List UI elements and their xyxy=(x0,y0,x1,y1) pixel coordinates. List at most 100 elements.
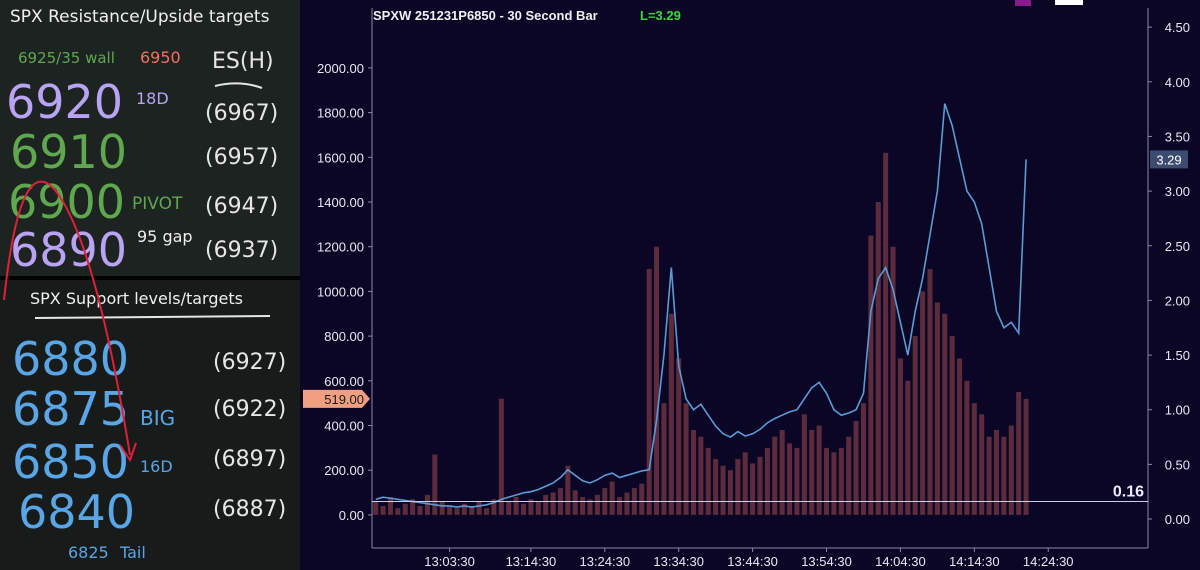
resistance-board xyxy=(0,0,300,276)
volume-bar xyxy=(772,436,778,515)
level-note: 95 gap xyxy=(137,227,193,246)
volume-bar xyxy=(1016,391,1022,515)
y2-tick-label: 0.00 xyxy=(1165,512,1190,527)
volume-bar xyxy=(550,492,556,515)
wall-high: 6950 xyxy=(140,48,181,67)
level: 6920 xyxy=(6,75,123,129)
volume-bar xyxy=(942,313,948,515)
chart-area xyxy=(300,0,1200,570)
y2-tick-label: 2.50 xyxy=(1165,239,1190,254)
toolbar-swatch xyxy=(1055,0,1083,5)
y2-tick-label: 4.50 xyxy=(1165,20,1190,35)
volume-bar xyxy=(661,403,667,515)
volume-bar xyxy=(757,456,763,515)
volume-bar xyxy=(883,152,889,515)
volume-bar xyxy=(424,494,430,515)
volume-bar xyxy=(824,447,830,515)
x-tick-label: 13:14:30 xyxy=(506,554,557,569)
volume-bar xyxy=(609,481,615,515)
panel-title: SPX Resistance/Upside targets xyxy=(10,7,270,27)
y2-tick-label: 1.00 xyxy=(1165,403,1190,418)
arrow xyxy=(3,180,131,456)
volume-bar xyxy=(469,505,475,515)
y-tick-label: 600.00 xyxy=(324,374,364,389)
volume-bar xyxy=(934,302,940,515)
support-board xyxy=(0,280,300,570)
es-level: (6897) xyxy=(213,447,286,472)
volume-bar xyxy=(690,429,696,515)
volume-bar xyxy=(580,497,586,515)
volume-bar xyxy=(713,459,719,515)
volume-bar xyxy=(491,499,497,515)
volume-bar xyxy=(787,443,793,515)
y-tick-label: 800.00 xyxy=(324,329,364,344)
volume-bar xyxy=(868,235,874,515)
level: 6875 xyxy=(12,382,129,436)
y-tick-label: 200.00 xyxy=(324,463,364,478)
volume-bar xyxy=(727,470,733,515)
wall-note: 6925/35 wall xyxy=(18,49,115,67)
volume-marker-label: 519.00 xyxy=(324,392,364,407)
y2-tick-label: 0.50 xyxy=(1165,457,1190,472)
last-label: L=3.29 xyxy=(640,8,681,23)
volume-bar xyxy=(831,452,837,515)
volume-bar xyxy=(750,463,756,515)
volume-bar xyxy=(1001,436,1007,515)
volume-bar xyxy=(764,447,770,515)
volume-bar xyxy=(668,313,674,515)
volume-bar xyxy=(816,425,822,515)
es-level: (6922) xyxy=(213,397,286,422)
es-level: (6967) xyxy=(205,101,278,126)
volume-bar xyxy=(860,403,866,515)
volume-bar xyxy=(920,291,926,515)
volume-bar xyxy=(373,501,379,515)
volume-bar xyxy=(476,501,482,515)
volume-bar xyxy=(506,501,512,515)
y2-tick-label: 2.00 xyxy=(1165,293,1190,308)
price-marker-label: 3.29 xyxy=(1156,152,1181,167)
x-tick-label: 14:24:30 xyxy=(1023,554,1074,569)
footer-level: 6825 xyxy=(68,543,109,562)
x-tick-label: 13:44:30 xyxy=(727,554,778,569)
es-level: (6937) xyxy=(205,238,278,263)
volume-bar xyxy=(439,501,445,515)
underline xyxy=(34,315,271,319)
arrow-head xyxy=(119,442,137,463)
y-tick-label: 1400.00 xyxy=(317,195,364,210)
volume-bar xyxy=(639,483,645,515)
volume-bar xyxy=(572,490,578,515)
volume-bar xyxy=(528,499,534,515)
panel-title: SPX Support levels/targets xyxy=(30,289,243,308)
footer-note: Tail xyxy=(119,543,146,562)
x-tick-label: 13:54:30 xyxy=(801,554,852,569)
volume-bar xyxy=(853,421,859,515)
y2-tick-label: 1.50 xyxy=(1165,348,1190,363)
resistance-panel: SPX Resistance/Upside targets 6925/35 wa… xyxy=(6,7,278,277)
level-note: BIG xyxy=(140,406,175,430)
volume-bar xyxy=(801,414,807,515)
volume-bar xyxy=(402,503,408,515)
volume-bar xyxy=(971,403,977,515)
underline xyxy=(214,82,263,89)
volume-bar xyxy=(454,508,460,515)
volume-bar xyxy=(949,336,955,515)
chart-title: SPXW 251231P6850 - 30 Second Bar xyxy=(373,8,598,23)
volume-bar xyxy=(979,414,985,515)
es-level: (6927) xyxy=(213,350,286,375)
volume-bar xyxy=(905,380,911,515)
volume-bar xyxy=(890,246,896,515)
volume-bar xyxy=(395,508,401,515)
y-tick-label: 1000.00 xyxy=(317,284,364,299)
volume-bar xyxy=(964,380,970,515)
volume-bar xyxy=(957,358,963,515)
volume-bar xyxy=(986,436,992,515)
volume-bar xyxy=(993,429,999,515)
price-line xyxy=(375,103,1027,508)
volume-bar xyxy=(912,336,918,515)
volume-bar xyxy=(654,246,660,515)
volume-bar xyxy=(447,505,453,515)
volume-bar xyxy=(897,358,903,515)
x-tick-label: 13:03:30 xyxy=(424,554,475,569)
x-tick-label: 13:34:30 xyxy=(653,554,704,569)
toolbar-swatch xyxy=(1015,0,1031,6)
